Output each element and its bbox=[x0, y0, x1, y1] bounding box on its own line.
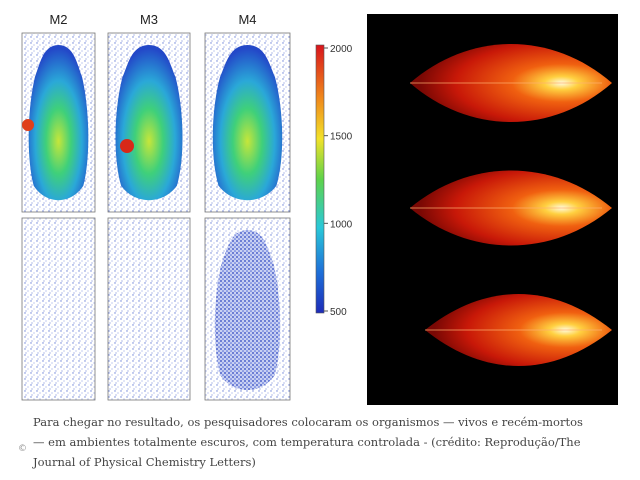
panel-label: M2 bbox=[49, 12, 67, 27]
mouse-image bbox=[212, 45, 283, 201]
hotspot bbox=[22, 119, 34, 131]
mouse-image bbox=[214, 230, 281, 391]
colorbar bbox=[315, 44, 325, 314]
mouse-image bbox=[117, 230, 181, 391]
caption: Para chegar no resultado, os pesquisador… bbox=[33, 412, 633, 472]
panel-label: M4 bbox=[238, 12, 256, 27]
caption-line: — em ambientes totalmente escuros, com t… bbox=[33, 435, 581, 449]
colorbar-label: 1500 bbox=[330, 132, 353, 143]
mouse-image bbox=[28, 45, 89, 201]
mouse-image bbox=[30, 230, 87, 391]
caption-line: Journal of Physical Chemistry Letters) bbox=[33, 455, 256, 469]
hotspot bbox=[120, 139, 134, 153]
colorbar-label: 500 bbox=[330, 307, 347, 318]
figure: M2 M3 M4 2000 1500 1000 500 bbox=[21, 12, 618, 405]
caption-line: Para chegar no resultado, os pesquisador… bbox=[33, 415, 583, 429]
panel-label: M3 bbox=[140, 12, 158, 27]
colorbar-label: 1000 bbox=[330, 219, 353, 230]
mouse-image bbox=[115, 45, 183, 201]
copyright-icon: © bbox=[18, 444, 27, 454]
colorbar-label: 2000 bbox=[330, 44, 353, 55]
